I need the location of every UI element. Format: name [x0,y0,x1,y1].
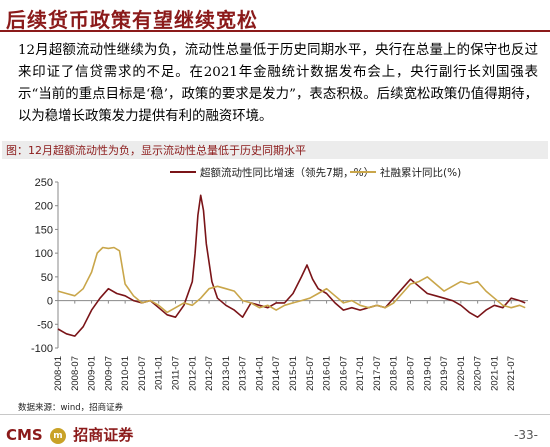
x-tick-label: 2009-07 [103,356,114,391]
x-tick-label: 2017-01 [355,356,366,391]
footer-divider [0,414,550,415]
x-tick-label: 2013-01 [221,356,232,391]
x-tick-label: 2010-01 [120,356,131,391]
x-tick-label: 2013-07 [238,356,249,391]
y-tick-label: 0 [47,296,53,308]
x-tick-label: 2019-07 [439,356,450,391]
series-line-2 [57,246,526,314]
x-tick-label: 2018-07 [406,356,417,391]
x-tick-label: 2016-01 [322,356,333,391]
logo-text-right: 招商证券 [73,426,134,444]
x-tick-label: 2008-07 [70,356,81,391]
figure-caption: 图：12月超额流动性为负，显示流动性总量低于历史同期水平 [6,144,306,157]
page-title: 后续货币政策有望继续宽松 [6,8,258,32]
x-tick-label: 2011-01 [154,356,165,390]
x-tick-label: 2014-07 [271,356,282,391]
x-tick-label: 2020-01 [456,356,467,391]
page-number: -33- [514,428,538,442]
x-tick-label: 2018-01 [389,356,400,391]
line-chart: -100 -50 0 50 100 150 200 250 2008-01 2008-07 2009… [31,166,528,391]
title-bar: 后续货币政策有望继续宽松 [0,0,550,38]
series-line-1 [57,194,526,337]
x-tick-label: 2015-01 [288,356,299,391]
x-tick-label: 2021-01 [489,356,500,391]
y-tick-label: 50 [41,272,53,284]
x-tick-label: 2009-01 [87,356,98,391]
x-tick-label: 2017-07 [372,356,383,391]
legend-label-2: 社融累计同比(%) [380,166,461,179]
caption-bar [2,141,548,159]
y-tick-label: 200 [35,201,53,213]
x-tick-label: 2019-01 [422,356,433,391]
y-tick-label: 100 [35,248,53,260]
y-tick-label: -50 [37,319,53,331]
x-tick-label: 2016-07 [338,356,349,391]
y-tick-label: 250 [35,177,53,189]
data-source: 数据来源：wind，招商证券 [18,403,124,413]
x-tick-label: 2020-07 [473,356,484,391]
body-paragraph: 12月超额流动性继续为负，流动性总量低于历史同期水平，央行在总量上的保守也反过来… [18,43,538,124]
x-tick-label: 2012-07 [204,356,215,391]
x-tick-label: 2015-07 [305,356,316,391]
legend-label-1: 超额流动性同比增速（领先7期，%） [200,166,374,179]
x-tick-label: 2012-01 [187,356,198,391]
y-tick-label: -100 [31,343,53,355]
title-underline [0,30,550,32]
y-tick-label: 150 [35,224,53,236]
logo-badge-icon: m [49,428,66,444]
logo-text-left: CMS [6,426,43,444]
x-tick-label: 2021-07 [506,356,517,391]
x-tick-label: 2010-07 [137,356,148,391]
x-tick-label: 2008-01 [53,356,64,391]
x-tick-label: 2011-07 [171,356,182,390]
company-logo: CMS m 招商证券 [6,424,133,445]
x-tick-label: 2014-01 [254,356,265,391]
